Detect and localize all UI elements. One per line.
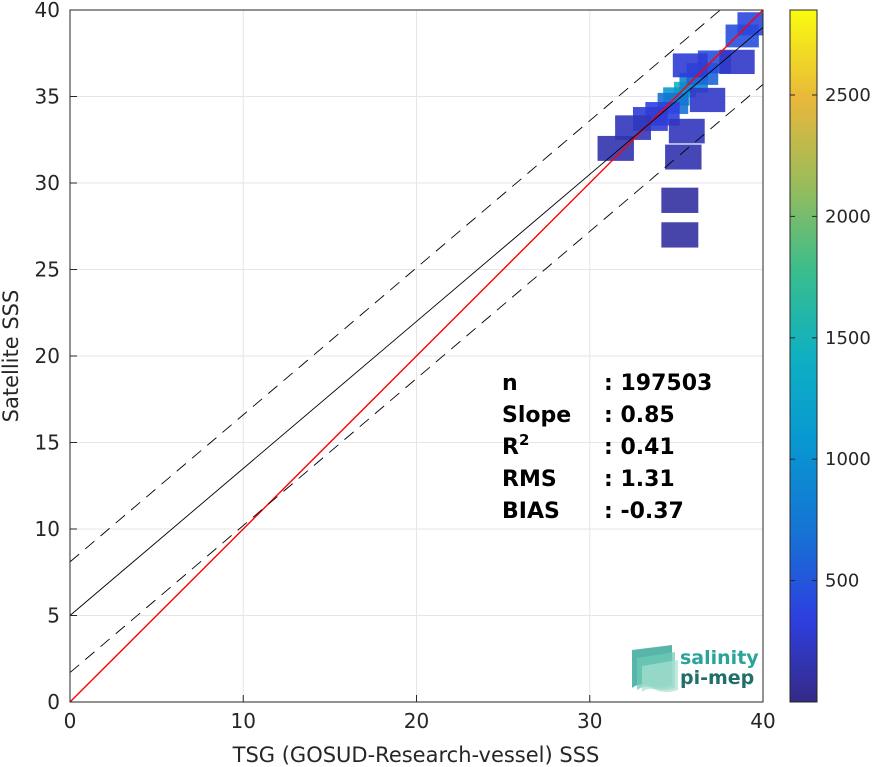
salinity-pimep-logo: salinity pi-mep bbox=[632, 645, 759, 692]
y-axis-label: Satellite SSS bbox=[0, 290, 23, 423]
stat-label: RMS bbox=[502, 467, 557, 492]
line-fit-upper bbox=[70, 10, 721, 563]
stat-label: BIAS bbox=[502, 499, 560, 524]
stat-value: : 1.31 bbox=[604, 467, 675, 492]
axis-ticks: 0 10 20 30 40 0 5 10 15 20 25 30 35 40 bbox=[35, 0, 776, 733]
y-tick-label: 30 bbox=[35, 171, 60, 195]
stat-label: Slope bbox=[502, 403, 571, 428]
y-tick-label: 40 bbox=[35, 0, 60, 22]
stat-value: : 0.41 bbox=[604, 435, 675, 460]
x-tick-label: 30 bbox=[577, 709, 602, 733]
x-tick-label: 0 bbox=[64, 709, 77, 733]
logo-line1: salinity bbox=[680, 647, 759, 669]
y-tick-label: 5 bbox=[47, 604, 60, 628]
colorbar-ticks: 500 1000 1500 2000 2500 bbox=[790, 85, 871, 592]
density-cell bbox=[672, 53, 708, 78]
y-tick-label: 35 bbox=[35, 85, 60, 109]
y-tick-label: 15 bbox=[35, 431, 60, 455]
line-fit bbox=[70, 26, 763, 616]
colorbar-tick-label: 2500 bbox=[825, 85, 871, 106]
density-cells bbox=[597, 12, 763, 248]
y-tick-label: 10 bbox=[35, 517, 60, 541]
x-axis-label: TSG (GOSUD-Research-vessel) SSS bbox=[232, 743, 600, 767]
colorbar-tick-label: 2000 bbox=[825, 206, 871, 227]
x-tick-label: 10 bbox=[231, 709, 256, 733]
colorbar-tick-label: 500 bbox=[825, 571, 859, 592]
x-tick-label: 40 bbox=[750, 709, 775, 733]
density-cell bbox=[661, 222, 699, 248]
stats-box: n : 197503 Slope : 0.85 R2 : 0.41 RMS : 1.31 BIA… bbox=[502, 371, 712, 524]
stat-value: : 197503 bbox=[604, 371, 712, 396]
colorbar-tick-label: 1000 bbox=[825, 449, 871, 470]
density-cell bbox=[689, 87, 726, 113]
density-cell bbox=[661, 187, 699, 213]
density-cell bbox=[665, 144, 702, 170]
stat-value: : -0.37 bbox=[604, 499, 684, 524]
line-fit-lower bbox=[70, 84, 763, 673]
stat-label: n bbox=[502, 371, 518, 396]
density-cell bbox=[719, 49, 755, 75]
y-tick-label: 20 bbox=[35, 344, 60, 368]
colorbar bbox=[789, 9, 818, 703]
stat-value: : 0.85 bbox=[604, 403, 675, 428]
logo-line2: pi-mep bbox=[680, 667, 754, 689]
stat-label: R2 bbox=[502, 431, 529, 460]
reference-lines bbox=[70, 10, 763, 702]
density-cell bbox=[737, 12, 763, 36]
y-tick-label: 25 bbox=[35, 258, 60, 282]
colorbar-tick-label: 1500 bbox=[825, 328, 871, 349]
x-tick-label: 20 bbox=[404, 709, 429, 733]
y-tick-label: 0 bbox=[47, 690, 60, 714]
density-cell bbox=[668, 118, 705, 144]
